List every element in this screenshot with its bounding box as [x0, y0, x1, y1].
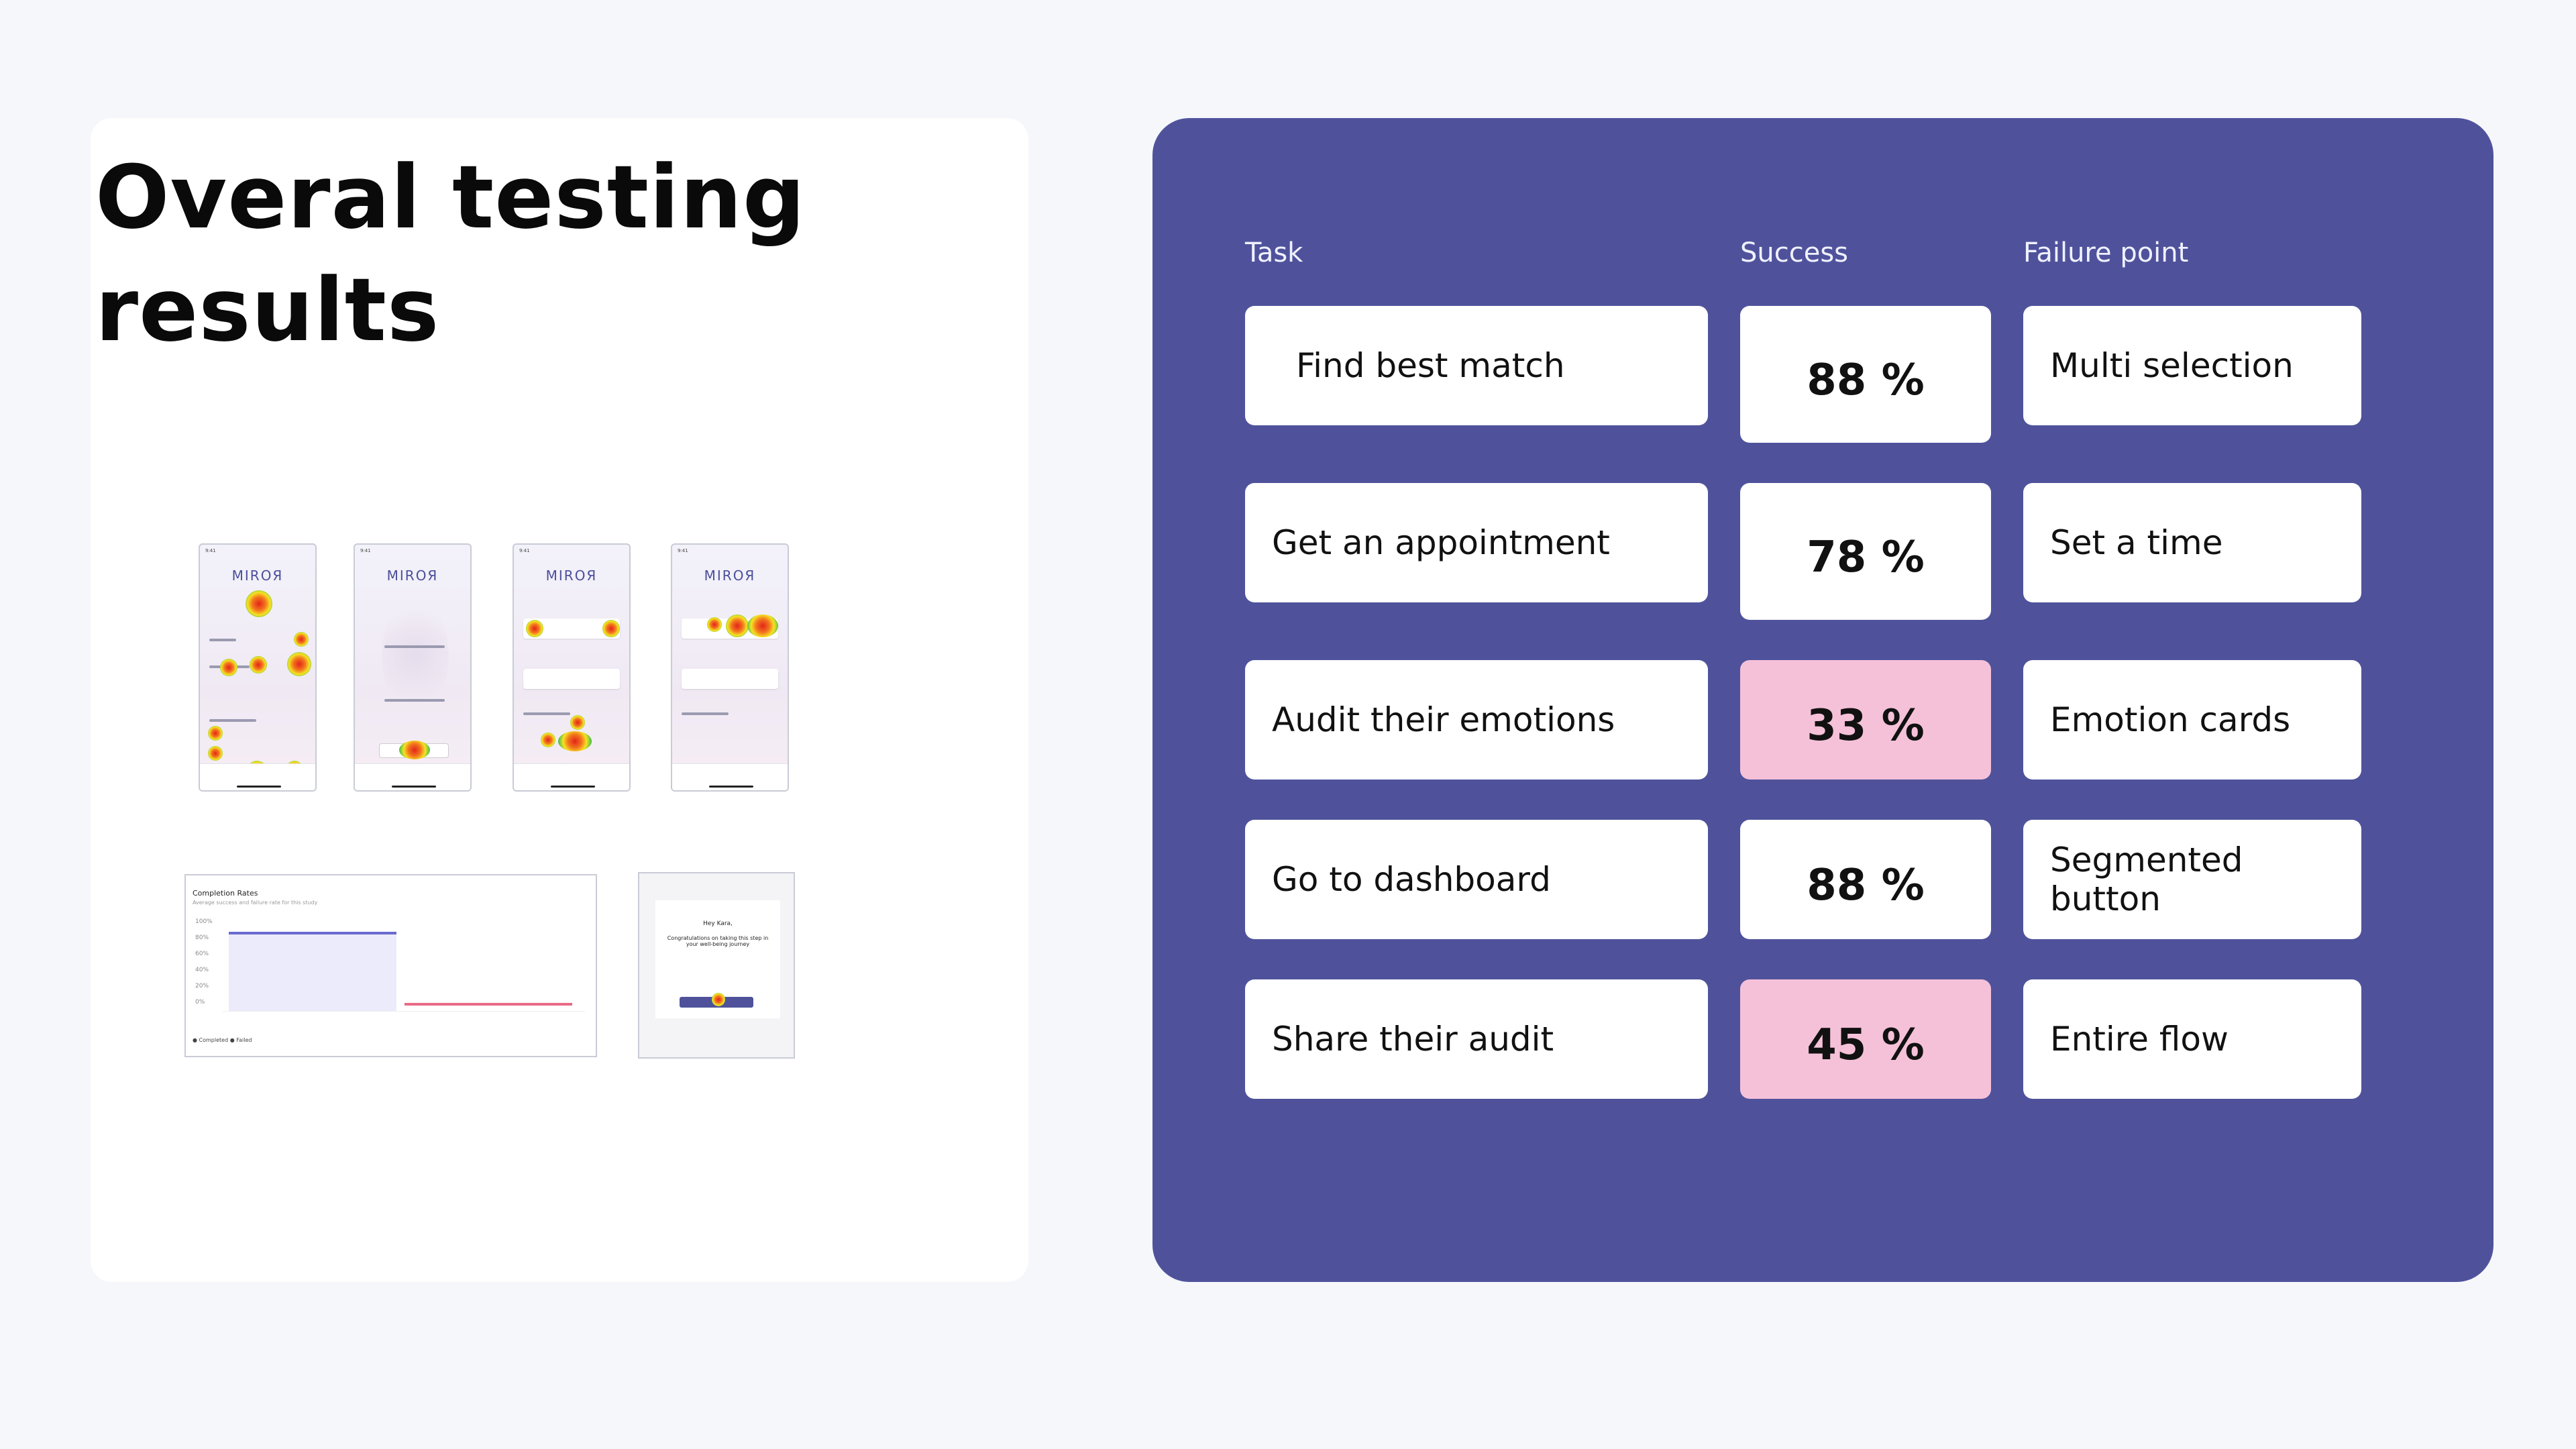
- heatmap-spot: [220, 659, 237, 676]
- app-logo: MIROЯ: [231, 568, 284, 584]
- tick-label: 40%: [195, 967, 209, 973]
- task-cell: Find best match: [1245, 306, 1708, 425]
- page-title: Overal testing results: [95, 146, 806, 361]
- app-logo: MIROЯ: [386, 568, 439, 584]
- chart-title: Completion Rates: [193, 889, 258, 898]
- heatmap-spot: [712, 993, 725, 1006]
- phone-screenshot-2: 9:41 MIROЯ: [354, 543, 472, 792]
- tick-label: 20%: [195, 983, 209, 989]
- task-cell: Go to dashboard: [1245, 820, 1708, 939]
- phone-screenshot-1: 9:41 MIROЯ: [199, 543, 317, 792]
- failure-cell: Set a time: [2023, 483, 2361, 602]
- heatmap-spot: [707, 617, 722, 632]
- phone-screenshot-3: 9:41 MIROЯ: [513, 543, 631, 792]
- heatmap-spot: [526, 620, 543, 637]
- success-cell: 45 %: [1740, 979, 1991, 1099]
- completed-bar: [229, 932, 396, 1011]
- task-cell: Get an appointment: [1245, 483, 1708, 602]
- failure-cell: Segmented button: [2023, 820, 2361, 939]
- failure-column-header: Failure point: [2023, 237, 2189, 268]
- failure-cell: Multi selection: [2023, 306, 2361, 425]
- results-panel: Task Success Failure point Find best mat…: [1152, 118, 2493, 1282]
- heatmap-spot: [558, 731, 592, 751]
- heatmap-spot: [570, 715, 585, 730]
- failed-bar: [405, 1003, 572, 1006]
- success-cell: 78 %: [1740, 483, 1991, 620]
- app-logo: MIROЯ: [704, 568, 756, 584]
- heatmap-spot: [399, 741, 430, 759]
- heatmap-spot: [287, 652, 311, 676]
- task-cell: Audit their emotions: [1245, 660, 1708, 780]
- modal-screenshot: Hey Kara, Congratulations on taking this…: [638, 872, 795, 1059]
- tick-label: 80%: [195, 934, 209, 941]
- phone-screenshot-4: 9:41 MIROЯ: [671, 543, 789, 792]
- success-cell: 88 %: [1740, 820, 1991, 939]
- success-cell: 33 %: [1740, 660, 1991, 780]
- modal-text: Congratulations on taking this step in y…: [667, 935, 769, 947]
- success-column-header: Success: [1740, 237, 1849, 268]
- app-logo: MIROЯ: [545, 568, 598, 584]
- heatmap-spot: [541, 733, 555, 747]
- task-cell: Share their audit: [1245, 979, 1708, 1099]
- success-cell: 88 %: [1740, 306, 1991, 443]
- completion-rates-chart: Completion Rates Average success and fai…: [184, 874, 597, 1057]
- tick-label: 0%: [195, 999, 205, 1006]
- heatmap-spot: [208, 746, 223, 761]
- modal-greeting: Hey Kara,: [703, 920, 733, 927]
- heatmap-spot: [246, 590, 272, 617]
- heatmap-spot: [294, 632, 309, 647]
- task-column-header: Task: [1245, 237, 1303, 268]
- failure-cell: Emotion cards: [2023, 660, 2361, 780]
- heatmap-spot: [208, 726, 223, 741]
- heatmap-spot: [602, 620, 620, 637]
- tick-label: 60%: [195, 951, 209, 957]
- failure-cell: Entire flow: [2023, 979, 2361, 1099]
- heatmap-spot: [726, 614, 749, 637]
- chart-legend: ● Completed ● Failed: [193, 1037, 252, 1043]
- chart-subtitle: Average success and failure rate for thi…: [193, 900, 318, 906]
- heatmap-spot: [747, 614, 778, 637]
- heatmap-spot: [250, 656, 267, 674]
- tick-label: 100%: [195, 918, 213, 925]
